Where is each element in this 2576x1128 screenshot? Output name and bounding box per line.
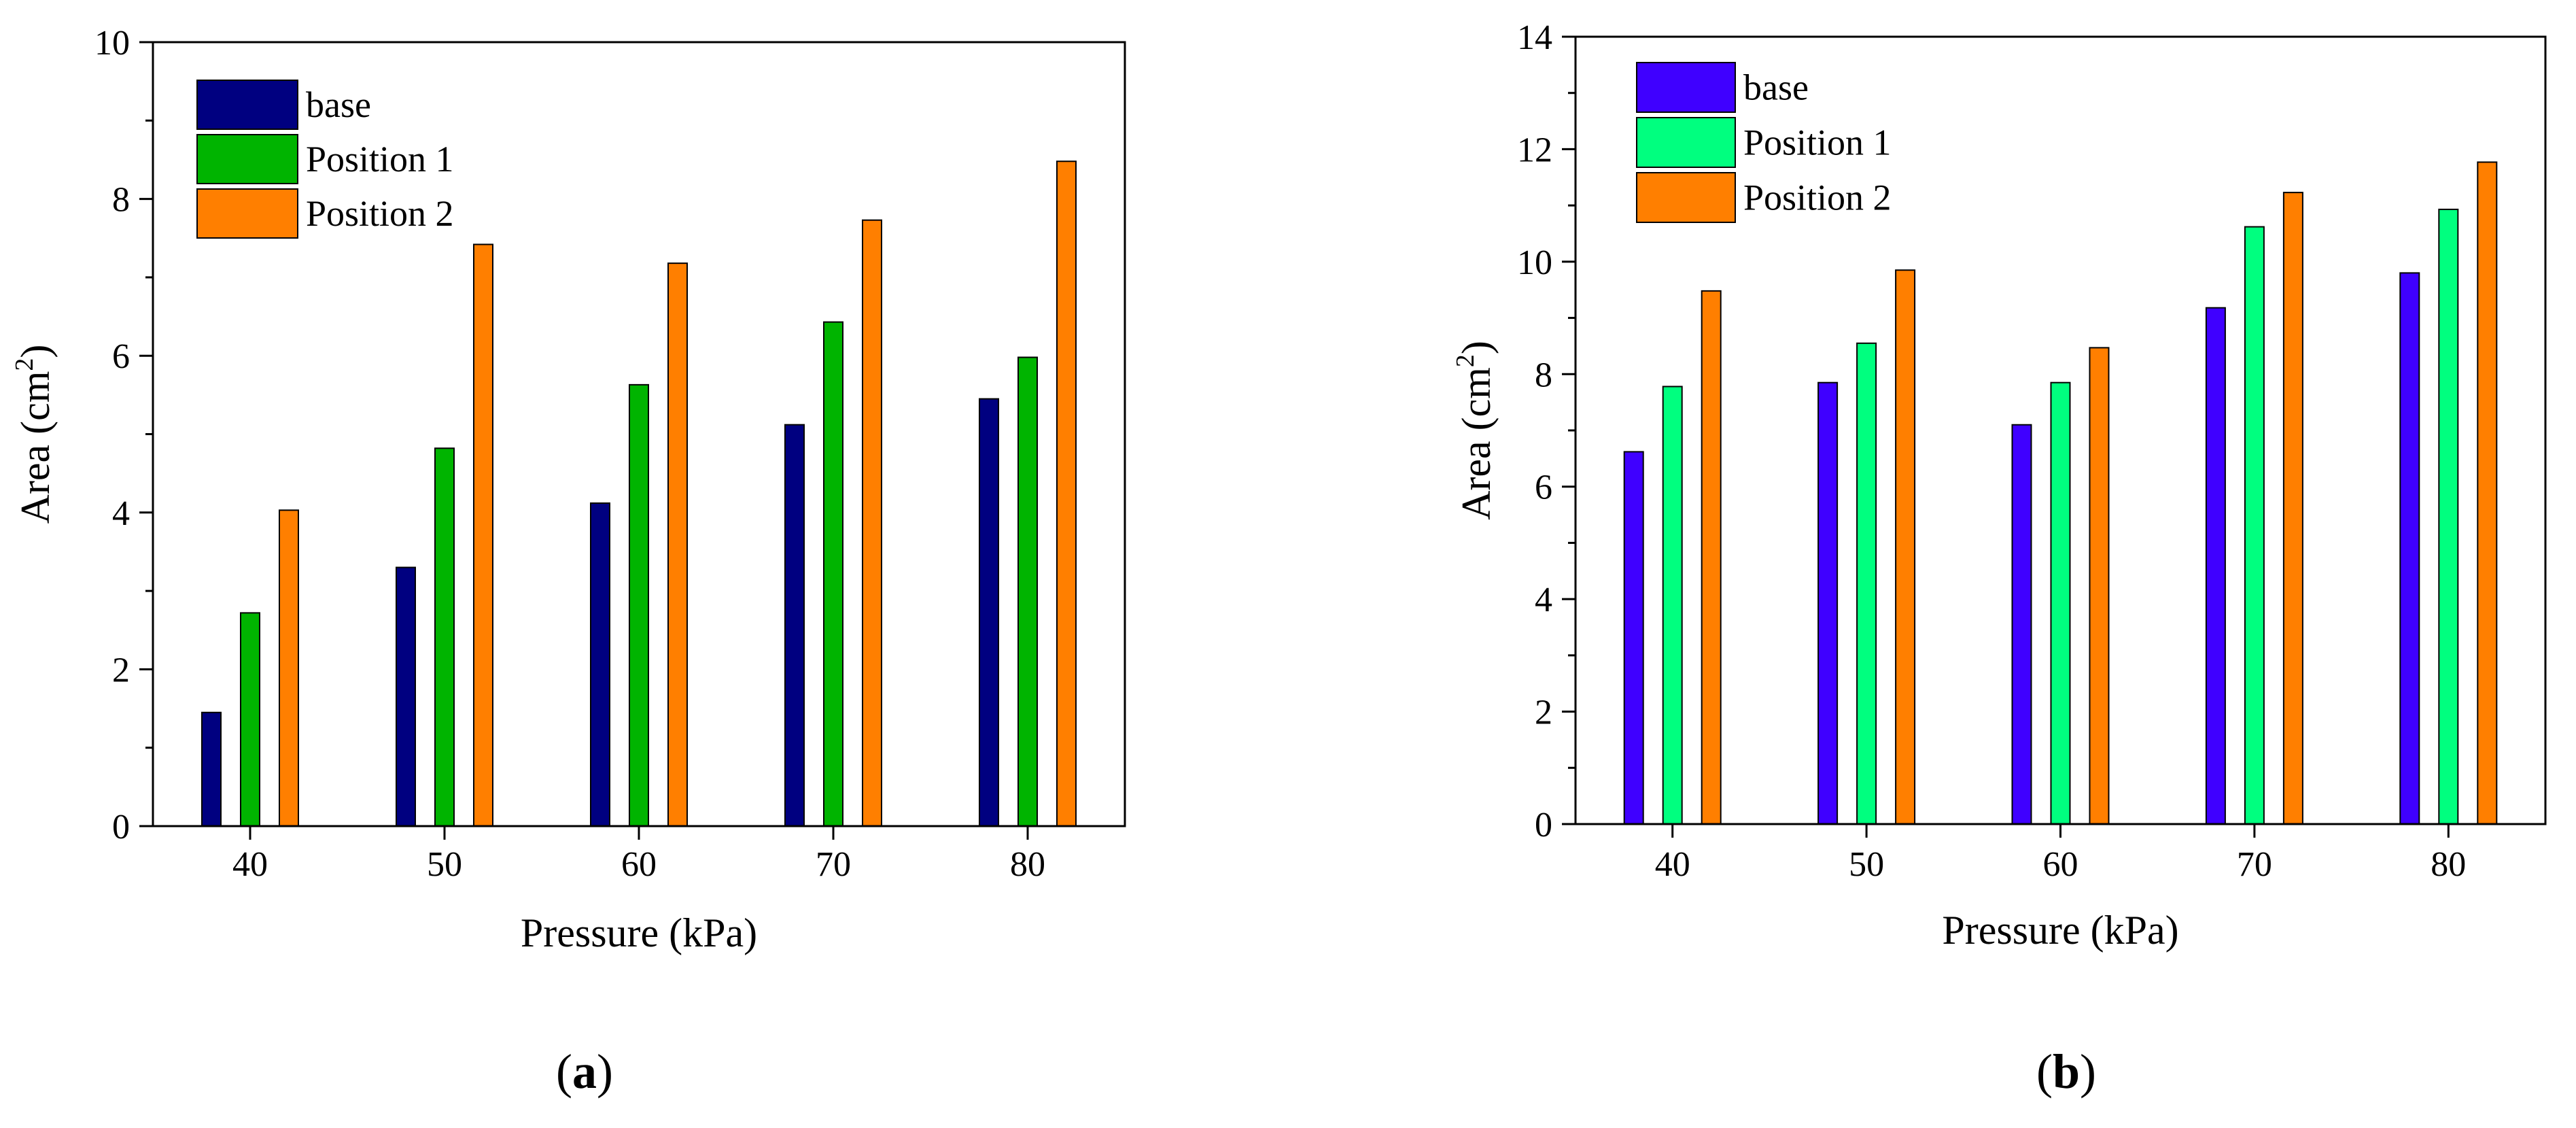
- bar-a-position-2-80: [1056, 160, 1077, 827]
- legend-swatch-b: [1636, 117, 1736, 168]
- bar-a-position-1-80: [1017, 356, 1038, 827]
- caption-letter: b: [2053, 1044, 2080, 1099]
- y-tick-label-a: 2: [112, 651, 130, 689]
- bar-b-position-1-50: [1856, 342, 1877, 825]
- legend-swatch-b: [1636, 172, 1736, 223]
- caption-open-paren: (: [556, 1044, 572, 1099]
- bar-a-position-2-60: [667, 262, 688, 827]
- legend-swatch-a: [196, 134, 298, 184]
- caption-letter: a: [572, 1044, 597, 1099]
- y-axis-title-end: ): [1454, 341, 1499, 354]
- legend-swatch-a: [196, 80, 298, 130]
- bar-b-base-50: [1817, 381, 1839, 825]
- bar-b-position-1-70: [2244, 226, 2265, 825]
- legend-label-a: Position 2: [306, 193, 454, 234]
- bar-b-base-70: [2205, 307, 2226, 825]
- bar-b-position-2-70: [2282, 192, 2303, 825]
- bar-a-position-1-40: [240, 612, 260, 827]
- y-axis-title-end: ): [13, 345, 58, 358]
- y-tick-label-b: 10: [1517, 243, 1552, 282]
- y-tick-label-a: 0: [112, 808, 130, 847]
- bar-a-base-80: [979, 398, 999, 827]
- bar-a-position-2-50: [473, 243, 493, 827]
- y-tick-label-a: 8: [112, 181, 130, 220]
- legend-swatch-b: [1636, 62, 1736, 113]
- x-tick-label-a: 40: [232, 845, 268, 884]
- x-tick-label-a: 70: [816, 845, 851, 884]
- x-axis-title-b: Pressure (kPa): [1942, 908, 2178, 953]
- y-tick-label-a: 10: [94, 24, 130, 63]
- bar-b-position-2-80: [2477, 161, 2498, 825]
- chart-panel-b: 0 2 4 6 8 10 12 14 40 50 60 70 80 Pressure (kPa) Area …: [1451, 18, 2547, 1099]
- bar-b-position-2-50: [1895, 269, 1916, 825]
- y-axis-title-sup: 2: [1451, 354, 1480, 367]
- bar-a-base-40: [201, 711, 222, 827]
- bar-a-base-50: [396, 566, 416, 827]
- caption-open-paren: (: [2036, 1044, 2053, 1099]
- bar-b-position-1-60: [2050, 381, 2071, 825]
- panel-caption-a: (a): [556, 1044, 613, 1099]
- y-axis-title-sup: 2: [10, 358, 39, 371]
- legend-label-b: base: [1743, 67, 1809, 108]
- y-tick-label-b: 4: [1535, 581, 1552, 619]
- bar-b-base-40: [1623, 451, 1644, 825]
- y-tick-label-b: 8: [1535, 356, 1552, 394]
- bar-b-base-80: [2399, 272, 2420, 825]
- bar-a-position-2-70: [862, 219, 882, 827]
- y-tick-label-b: 12: [1517, 131, 1552, 169]
- y-tick-label-b: 6: [1535, 468, 1552, 507]
- x-tick-label-b: 60: [2043, 845, 2078, 884]
- y-tick-label-b: 0: [1535, 806, 1552, 844]
- legend-label-b: Position 1: [1743, 122, 1892, 163]
- y-axis-title-b: Area (cm2): [1451, 341, 1499, 520]
- x-tick-label-a: 80: [1010, 845, 1045, 884]
- bar-a-base-60: [590, 502, 610, 827]
- y-axis-title-a: Area (cm2): [10, 345, 58, 524]
- caption-close-paren: ): [597, 1044, 613, 1099]
- panel-caption-b: (b): [2036, 1044, 2096, 1099]
- legend-swatch-a: [196, 188, 298, 239]
- y-tick-label-b: 14: [1517, 18, 1552, 57]
- bar-b-position-2-60: [2089, 347, 2110, 825]
- x-tick-label-b: 40: [1655, 845, 1690, 884]
- x-axis-title-a: Pressure (kPa): [521, 910, 757, 955]
- caption-close-paren: ): [2080, 1044, 2096, 1099]
- bar-a-position-1-60: [629, 383, 649, 827]
- bar-a-position-1-70: [823, 321, 843, 827]
- bar-b-position-1-40: [1662, 386, 1683, 825]
- x-tick-label-b: 70: [2237, 845, 2272, 884]
- bar-a-position-2-40: [279, 509, 299, 827]
- x-tick-label-b: 80: [2431, 845, 2466, 884]
- bar-b-position-1-80: [2438, 208, 2459, 825]
- x-tick-label-b: 50: [1849, 845, 1884, 884]
- y-tick-label-a: 4: [112, 494, 130, 533]
- y-axis-title-main: Area (cm: [13, 371, 58, 524]
- legend-label-b: Position 2: [1743, 177, 1892, 218]
- bar-a-base-70: [784, 424, 805, 827]
- bar-b-position-2-40: [1701, 290, 1722, 825]
- bar-b-base-60: [2011, 424, 2032, 825]
- y-tick-label-a: 6: [112, 337, 130, 376]
- legend-label-a: Position 1: [306, 139, 454, 180]
- x-tick-label-a: 60: [621, 845, 657, 884]
- bar-a-position-1-50: [434, 447, 455, 827]
- legend-label-a: base: [306, 84, 371, 125]
- x-tick-label-a: 50: [427, 845, 462, 884]
- y-axis-title-main: Area (cm: [1454, 367, 1499, 520]
- y-tick-label-b: 2: [1535, 694, 1552, 732]
